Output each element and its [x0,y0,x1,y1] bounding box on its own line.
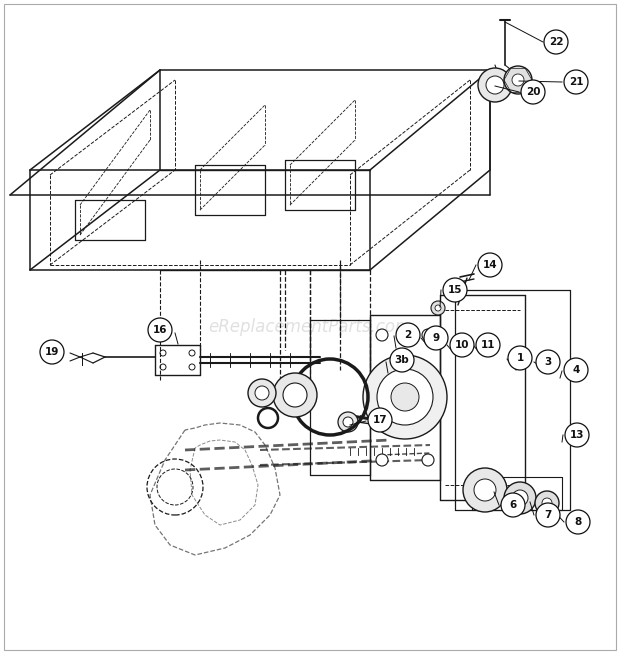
Text: 22: 22 [549,37,563,47]
Circle shape [566,510,590,534]
Circle shape [535,491,559,515]
Circle shape [376,329,388,341]
Circle shape [504,482,536,514]
Circle shape [512,74,524,86]
Circle shape [391,383,419,411]
Text: 19: 19 [45,347,59,357]
Circle shape [396,323,420,347]
Circle shape [486,76,504,94]
Circle shape [273,373,317,417]
Text: 16: 16 [153,325,167,335]
Circle shape [443,278,467,302]
Circle shape [422,454,434,466]
Text: 9: 9 [432,333,440,343]
Circle shape [508,346,532,370]
Text: 8: 8 [574,517,582,527]
Circle shape [565,423,589,447]
Text: 2: 2 [404,330,412,340]
Text: 3b: 3b [394,355,409,365]
Circle shape [478,253,502,277]
Text: 3: 3 [544,357,552,367]
Text: 4: 4 [572,365,580,375]
Circle shape [431,301,445,315]
Circle shape [255,386,269,400]
Circle shape [148,318,172,342]
Circle shape [478,68,512,102]
Circle shape [521,80,545,104]
Circle shape [390,348,414,372]
Text: eReplacementParts.com: eReplacementParts.com [208,318,412,336]
Circle shape [512,490,528,506]
Circle shape [504,66,532,94]
Circle shape [536,503,560,527]
Circle shape [564,358,588,382]
Circle shape [501,493,525,517]
Circle shape [422,329,434,341]
Text: 1: 1 [516,353,524,363]
Circle shape [424,326,448,350]
Circle shape [474,479,496,501]
Text: 11: 11 [480,340,495,350]
Circle shape [450,333,474,357]
Circle shape [377,369,433,425]
Circle shape [544,30,568,54]
Text: 21: 21 [569,77,583,87]
Text: 17: 17 [373,415,388,425]
Text: 20: 20 [526,87,540,97]
Text: 14: 14 [483,260,497,270]
Circle shape [435,305,441,311]
Circle shape [283,383,307,407]
Circle shape [368,408,392,432]
Circle shape [40,340,64,364]
Text: 6: 6 [510,500,516,510]
Text: 15: 15 [448,285,463,295]
Circle shape [564,70,588,94]
Circle shape [463,468,507,512]
Circle shape [248,379,276,407]
Text: 13: 13 [570,430,584,440]
Circle shape [536,350,560,374]
Circle shape [476,333,500,357]
Text: 7: 7 [544,510,552,520]
Text: 10: 10 [454,340,469,350]
Circle shape [376,454,388,466]
Circle shape [343,417,353,427]
Circle shape [363,355,447,439]
Circle shape [542,498,552,508]
Circle shape [338,412,358,432]
